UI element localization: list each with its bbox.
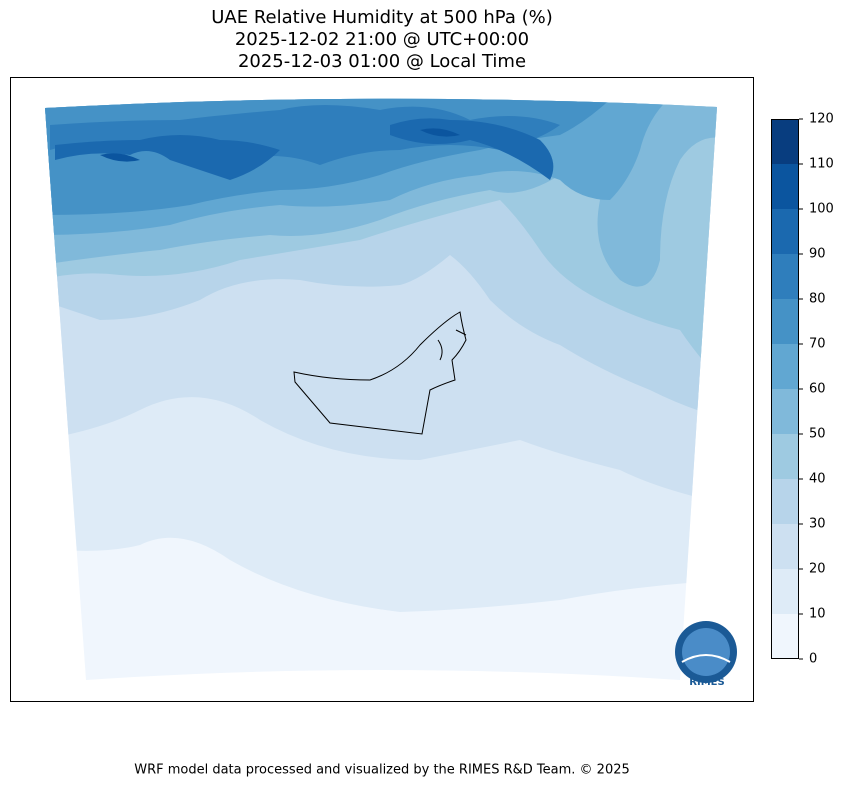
colorbar-band — [771, 569, 799, 614]
colorbar-band — [771, 434, 799, 479]
colorbar-tick-label: 110 — [809, 157, 834, 172]
colorbar-band — [771, 524, 799, 569]
colorbar-band — [771, 209, 799, 254]
colorbar-tick-label: 80 — [809, 292, 826, 307]
logo: RIMES — [675, 621, 737, 688]
colorbar-tick-label: 40 — [809, 472, 826, 487]
map-frame — [10, 77, 754, 702]
colorbar-tick-label: 60 — [809, 382, 826, 397]
subtitle-utc: 2025-12-02 21:00 @ UTC+00:00 — [235, 29, 529, 50]
colorbar-tick-label: 20 — [809, 562, 826, 577]
colorbar-frame — [771, 119, 799, 659]
colorbar-tick-label: 100 — [809, 202, 834, 217]
colorbar-band — [771, 299, 799, 344]
title: UAE Relative Humidity at 500 hPa (%) — [211, 7, 552, 28]
colorbar-band — [771, 254, 799, 299]
subtitle-local: 2025-12-03 01:00 @ Local Time — [238, 51, 526, 72]
colorbar: 0 10 20 30 40 50 60 70 80 90 100 110 120 — [771, 112, 834, 667]
colorbar-band — [771, 614, 799, 659]
colorbar-tick-label: 50 — [809, 427, 826, 442]
colorbar-tick-label: 10 — [809, 607, 826, 622]
logo-text: RIMES — [689, 677, 724, 688]
colorbar-band — [771, 389, 799, 434]
colorbar-tick-label: 0 — [809, 652, 817, 667]
colorbar-tick-label: 70 — [809, 337, 826, 352]
humidity-field — [45, 98, 717, 680]
colorbar-tick-label: 120 — [809, 112, 834, 127]
colorbar-tick-label: 90 — [809, 247, 826, 262]
footer: WRF model data processed and visualized … — [134, 763, 630, 778]
colorbar-band — [771, 164, 799, 209]
uae-border — [293, 311, 467, 435]
colorbar-tick-label: 30 — [809, 517, 826, 532]
colorbar-band — [771, 119, 799, 164]
colorbar-band — [771, 479, 799, 524]
colorbar-band — [771, 344, 799, 389]
